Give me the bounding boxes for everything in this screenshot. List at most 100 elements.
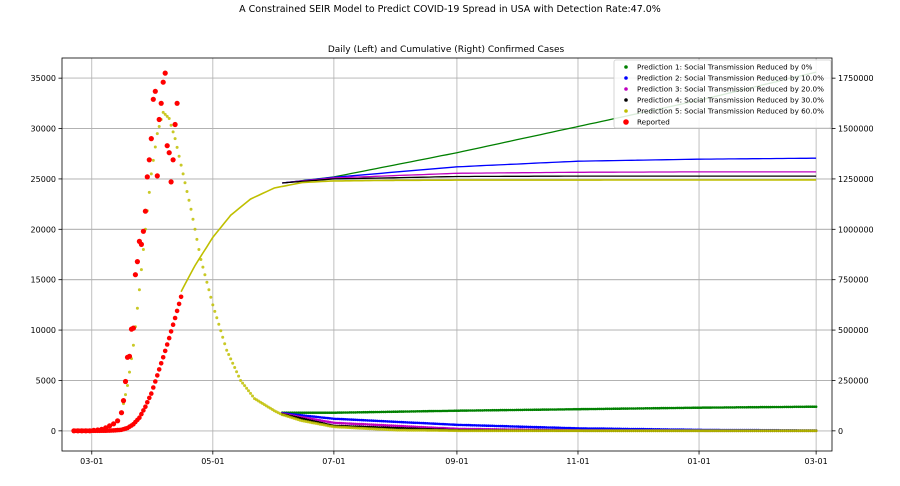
daily-point-prediction-1 [793,405,796,409]
daily-point-prediction-1 [783,405,786,409]
daily-point-prediction-1 [441,409,445,413]
daily-point-prediction-1 [709,406,713,409]
daily-point-prediction-2 [435,422,439,426]
daily-point-prediction-2 [340,417,344,421]
daily-point-prediction-3 [406,425,409,428]
daily-point-prediction-1 [735,406,738,409]
daily-point-prediction-5 [187,198,191,202]
daily-point-prediction-2 [527,425,530,429]
daily-point-prediction-3 [332,421,336,425]
daily-point-prediction-1 [775,405,778,409]
daily-point-prediction-1 [632,407,635,410]
daily-point-prediction-1 [614,407,617,411]
daily-point-prediction-2 [560,426,564,430]
daily-point-prediction-2 [556,426,560,430]
daily-point-prediction-1 [425,409,429,413]
daily-point-prediction-1 [421,409,425,413]
daily-point-prediction-1 [376,410,379,414]
daily-point-prediction-2 [590,427,594,430]
daily-point-prediction-2 [324,416,328,420]
daily-point-prediction-1 [642,407,645,410]
daily-point-prediction-5 [191,217,195,221]
daily-point-prediction-2 [384,420,387,423]
daily-point-prediction-2 [392,420,395,424]
daily-point-prediction-2 [368,419,371,422]
daily-point-prediction-2 [600,427,604,430]
daily-point-prediction-1 [570,408,574,411]
daily-point-prediction-1 [743,406,746,409]
daily-point-prediction-2 [564,426,568,430]
daily-point-prediction-2 [463,423,467,427]
daily-point-prediction-1 [386,410,389,414]
daily-point-prediction-1 [529,408,532,412]
daily-point-prediction-2 [580,427,584,430]
daily-point-prediction-2 [596,427,600,430]
daily-point-prediction-1 [560,408,564,411]
daily-point-prediction-2 [314,415,318,419]
daily-point-prediction-1 [348,411,352,414]
daily-point-prediction-2 [475,424,479,427]
daily-point-prediction-2 [298,413,302,417]
daily-point-prediction-1 [479,409,483,412]
daily-point-prediction-2 [523,425,526,429]
daily-point-prediction-5 [231,361,235,365]
daily-point-prediction-1 [608,407,611,411]
daily-point-prediction-1 [562,408,566,411]
daily-point-prediction-2 [404,421,407,424]
cumulative-line-prediction-2 [282,157,817,184]
legend-marker-1 [624,65,628,69]
daily-point-prediction-1 [507,408,510,412]
daily-point-prediction-1 [382,410,385,414]
daily-point-prediction-2 [328,417,332,420]
reported-daily-point [142,208,148,214]
daily-point-prediction-2 [390,420,393,423]
daily-point-prediction-5 [175,145,179,149]
reported-daily-point [126,353,133,359]
daily-point-prediction-2 [316,415,320,419]
daily-point-prediction-3 [398,424,401,428]
daily-point-prediction-3 [348,422,352,425]
reported-daily-point [148,136,154,142]
daily-point-prediction-2 [513,425,516,428]
daily-point-prediction-1 [467,409,471,412]
daily-point-prediction-2 [521,425,524,429]
daily-point-prediction-5 [181,172,185,176]
daily-point-prediction-1 [618,407,621,411]
daily-point-prediction-1 [402,410,405,413]
daily-point-prediction-4 [300,417,304,421]
daily-point-prediction-3 [374,423,377,427]
daily-point-prediction-2 [302,414,306,417]
daily-point-prediction-2 [592,427,596,430]
daily-point-prediction-1 [681,406,685,410]
x-tick-label: 11-01 [566,457,589,466]
daily-point-prediction-2 [499,424,502,428]
daily-point-prediction-5 [211,303,215,307]
daily-point-prediction-1 [302,411,306,415]
daily-point-prediction-2 [531,425,534,429]
daily-point-prediction-3 [368,423,371,426]
daily-point-prediction-1 [652,406,655,410]
daily-point-prediction-1 [648,407,651,410]
daily-point-prediction-3 [423,426,427,429]
daily-point-prediction-1 [808,405,812,409]
daily-point-prediction-5 [185,190,189,193]
daily-point-prediction-1 [582,407,586,411]
daily-point-prediction-5 [219,329,223,333]
daily-point-prediction-2 [493,424,496,428]
daily-point-prediction-1 [410,410,413,413]
daily-point-prediction-2 [461,423,465,427]
daily-point-prediction-3 [394,424,397,428]
daily-point-prediction-1 [656,406,659,410]
daily-point-prediction-1 [364,410,367,414]
daily-point-prediction-2 [451,423,455,426]
reported-cumulative-point [153,379,158,384]
daily-point-prediction-3 [412,425,415,429]
daily-point-prediction-1 [537,408,540,412]
daily-point-prediction-1 [572,407,576,411]
reported-daily-point [132,272,138,278]
daily-point-prediction-1 [330,411,334,415]
daily-point-prediction-1 [390,410,393,414]
daily-point-prediction-2 [539,425,542,429]
daily-point-prediction-1 [733,406,737,409]
daily-point-prediction-1 [666,406,669,410]
